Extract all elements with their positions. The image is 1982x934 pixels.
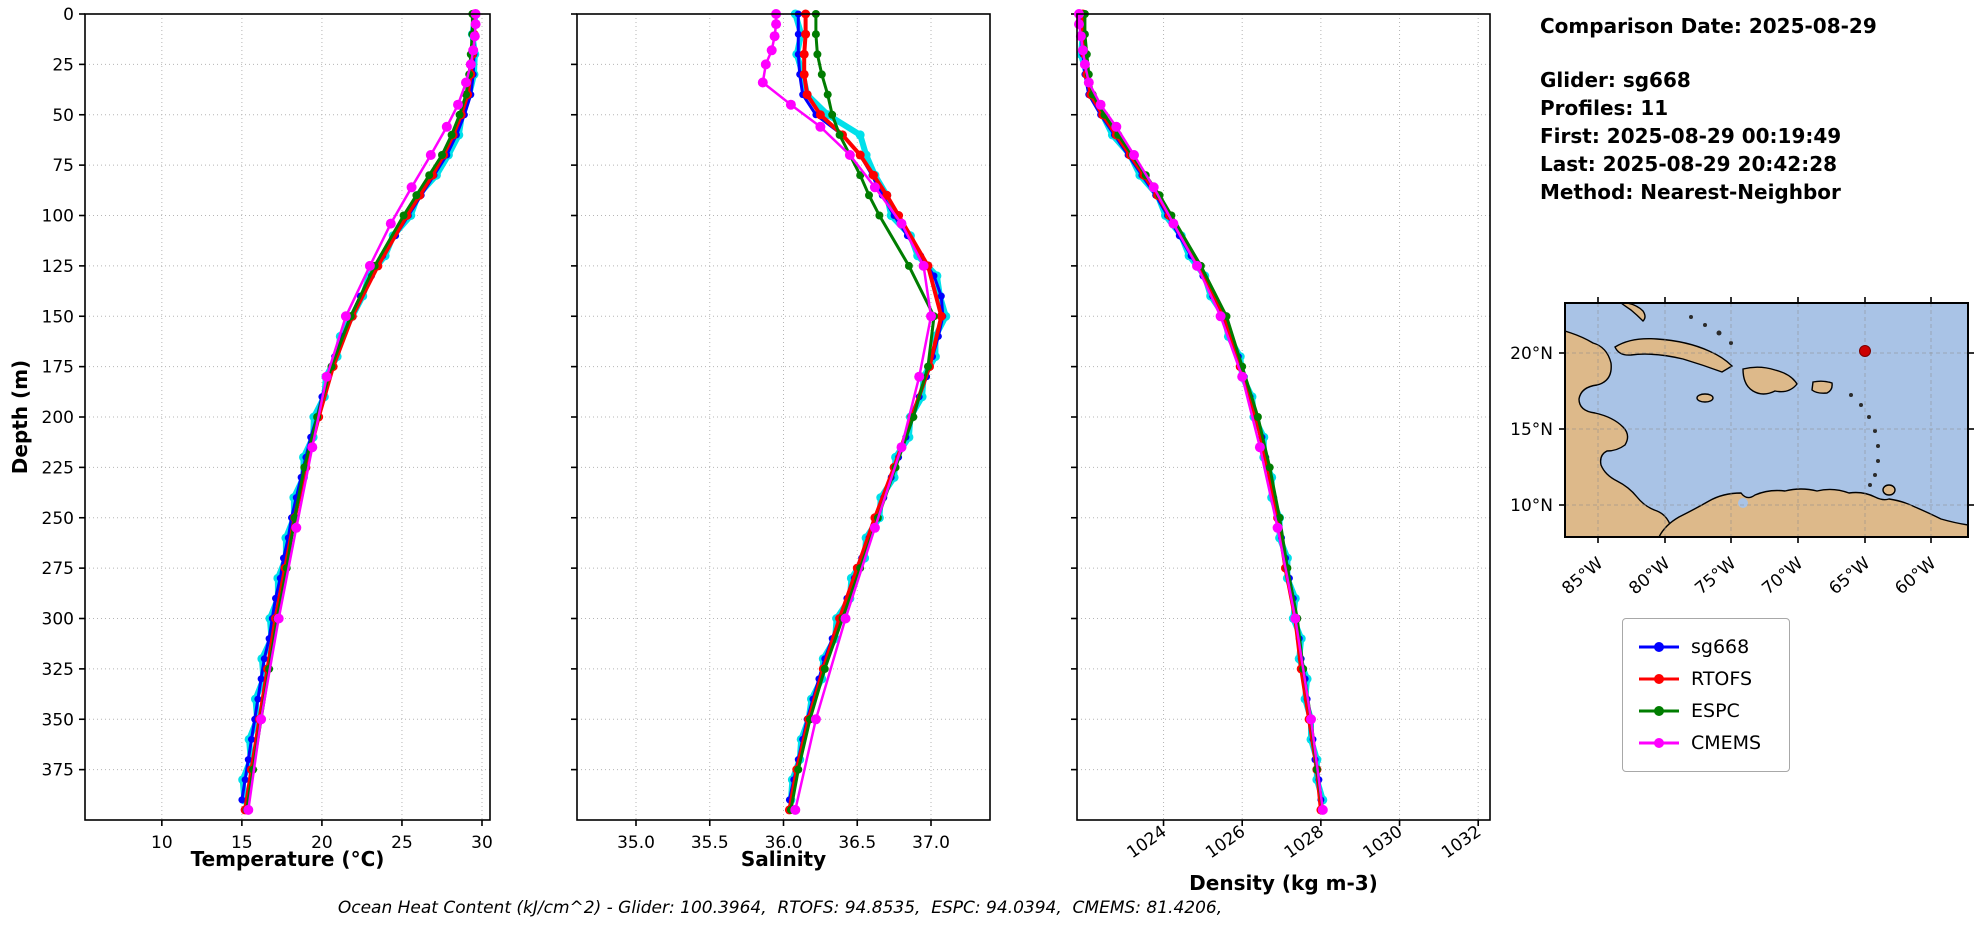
map-lat-label-20n: 20°N [1510,344,1553,364]
legend-item-rtofs: RTOFS [1637,663,1775,695]
svg-text:36.0: 36.0 [765,833,803,853]
legend-label-sg668: sg668 [1691,636,1750,658]
ocean-heat-content-note: Ocean Heat Content (kJ/cm^2) - Glider: 1… [337,898,1223,918]
density-panel: 1024 1026 1028 1030 1032 Density (kg m-3) [1071,9,1491,895]
legend-label-cmems: CMEMS [1691,732,1762,754]
svg-text:275: 275 [42,559,74,579]
legend-marker-cmems [1639,738,1679,748]
svg-text:325: 325 [42,660,74,680]
map-lon-label-65w: 65°W [1825,553,1874,599]
svg-text:75: 75 [52,156,74,176]
svg-text:Salinity: Salinity [741,847,826,871]
comparison-date-text: Comparison Date: 2025-08-29 [1540,14,1877,38]
method-text: Method: Nearest-Neighbor [1540,180,1841,204]
svg-text:36.5: 36.5 [838,833,876,853]
svg-text:1028: 1028 [1281,822,1328,863]
svg-text:25: 25 [391,833,413,853]
map-frame [1564,302,1969,538]
map-inset: 20°N 15°N 10°N 85°W 80°W 75°W 70°W 65°W … [1490,295,1982,611]
legend-label-rtofs: RTOFS [1691,668,1753,690]
map-lake-maracaibo [1738,498,1748,508]
svg-text:200: 200 [42,408,74,428]
svg-text:250: 250 [42,509,74,529]
svg-text:175: 175 [42,358,74,378]
svg-text:125: 125 [42,257,74,277]
svg-text:1026: 1026 [1202,822,1249,863]
svg-text:375: 375 [42,761,74,781]
last-time-text: Last: 2025-08-29 20:42:28 [1540,152,1838,176]
svg-text:35.5: 35.5 [691,833,729,853]
svg-text:35.0: 35.0 [617,833,655,853]
map-land-florida [1619,303,1646,322]
map-lon-label-75w: 75°W [1691,553,1740,599]
glider-location-marker [1859,345,1871,357]
map-land-south-america [1658,488,1968,537]
legend-marker-espc [1639,706,1679,716]
legend: sg668 RTOFS ESPC CMEMS [1622,618,1790,772]
first-time-text: First: 2025-08-29 00:19:49 [1540,124,1842,148]
svg-text:30: 30 [471,833,493,853]
svg-text:10: 10 [151,833,173,853]
map-land-trinidad [1882,484,1896,496]
spacer [1540,40,1877,66]
legend-marker-rtofs [1639,674,1679,684]
legend-item-sg668: sg668 [1637,631,1775,663]
map-lat-label-15n: 15°N [1510,420,1553,440]
temperature-panel: 10 15 20 25 30025507510012515017520022525027… [8,5,493,871]
info-block: Comparison Date: 2025-08-29 Glider: sg66… [1540,12,1877,206]
legend-item-cmems: CMEMS [1637,727,1775,759]
profiles-text: Profiles: 11 [1540,96,1669,120]
svg-text:25: 25 [52,55,74,75]
svg-text:Density (kg m-3): Density (kg m-3) [1189,871,1378,895]
map-land-hispaniola [1742,366,1798,395]
svg-text:20: 20 [311,833,333,853]
map-land-central-america [1565,330,1672,537]
legend-marker-sg668 [1639,642,1679,652]
legend-label-espc: ESPC [1691,700,1740,722]
map-small-islands [1689,315,1880,487]
salinity-panel: 35.0 35.5 36.0 36.5 37.0 Salinity [571,9,991,871]
map-svg: 20°N 15°N 10°N 85°W 80°W 75°W 70°W 65°W … [1510,297,1974,599]
map-land-puerto-rico [1811,380,1833,394]
legend-item-espc: ESPC [1637,695,1775,727]
svg-text:50: 50 [52,106,74,126]
svg-text:15: 15 [231,833,253,853]
map-land-jamaica [1696,393,1714,403]
svg-text:300: 300 [42,610,74,630]
glider-text: Glider: sg668 [1540,68,1691,92]
svg-text:1024: 1024 [1123,822,1170,863]
svg-text:100: 100 [42,207,74,227]
map-lon-label-70w: 70°W [1758,553,1807,599]
map-graticule [1565,303,1968,537]
map-lon-label-60w: 60°W [1891,553,1940,599]
map-lon-label-85w: 85°W [1558,553,1607,599]
svg-text:1030: 1030 [1359,822,1406,863]
map-lat-label-10n: 10°N [1510,496,1553,516]
svg-text:225: 225 [42,458,74,478]
svg-text:350: 350 [42,710,74,730]
svg-text:1032: 1032 [1438,822,1485,863]
svg-text:Temperature (°C): Temperature (°C) [191,847,385,871]
svg-text:37.0: 37.0 [912,833,950,853]
svg-text:150: 150 [42,307,74,327]
svg-text:0: 0 [63,5,74,25]
map-lon-label-80w: 80°W [1625,553,1674,599]
map-ticks [1559,297,1974,543]
svg-text:Depth (m): Depth (m) [8,360,32,474]
map-land-cuba [1614,337,1734,373]
